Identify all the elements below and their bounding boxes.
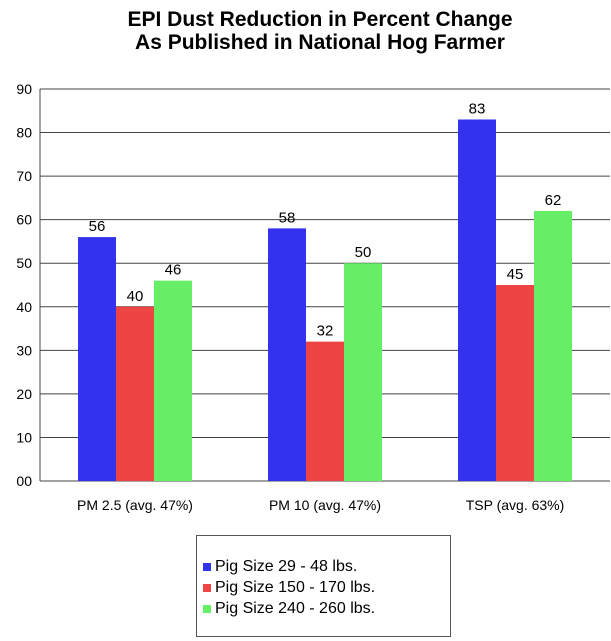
data-label: 56 (89, 218, 106, 235)
y-tick-label: 00 (16, 473, 32, 489)
y-tick-label: 10 (16, 429, 32, 445)
x-tick-label: PM 2.5 (avg. 47%) (77, 497, 193, 513)
data-label: 50 (355, 244, 372, 261)
y-tick-label: 90 (16, 81, 32, 97)
chart-title: EPI Dust Reduction in Percent Change As … (0, 8, 611, 54)
bar (534, 210, 572, 481)
title-line-1: EPI Dust Reduction in Percent Change (127, 8, 513, 31)
y-tick-label: 70 (16, 168, 32, 184)
legend: Pig Size 29 - 48 lbs. Pig Size 150 - 170… (196, 535, 451, 637)
data-label: 40 (127, 288, 144, 305)
data-label: 83 (469, 100, 486, 117)
bar-chart: 00 10 20 30 40 50 60 70 80 90 56 40 46 PM 2.5 (avg. 4… (16, 81, 610, 513)
bar (458, 119, 496, 481)
y-tick-label: 50 (16, 255, 32, 271)
bar (496, 285, 534, 481)
legend-item: Pig Size 150 - 170 lbs. (203, 577, 450, 598)
data-label: 32 (317, 323, 334, 340)
title-line-2: As Published in National Hog Farmer (135, 31, 505, 54)
x-tick-label: PM 10 (avg. 47%) (269, 497, 381, 513)
data-label: 62 (545, 192, 562, 209)
legend-swatch-series-2 (203, 583, 211, 592)
y-tick-label: 40 (16, 299, 32, 315)
legend-swatch-series-1 (203, 562, 211, 571)
bar (344, 263, 382, 481)
legend-label-series-2: Pig Size 150 - 170 lbs. (215, 578, 376, 596)
bar (154, 280, 192, 481)
y-tick-label: 30 (16, 342, 32, 358)
bar (78, 237, 116, 481)
data-label: 45 (507, 266, 524, 283)
y-tick-label: 80 (16, 125, 32, 141)
data-label: 46 (165, 262, 182, 279)
bar (306, 341, 344, 481)
data-label: 58 (279, 209, 296, 226)
y-tick-label: 20 (16, 386, 32, 402)
y-tick-label: 60 (16, 212, 32, 228)
legend-item: Pig Size 240 - 260 lbs. (203, 598, 450, 619)
legend-label-series-3: Pig Size 240 - 260 lbs. (215, 599, 376, 617)
legend-item: Pig Size 29 - 48 lbs. (203, 556, 450, 577)
legend-label-series-1: Pig Size 29 - 48 lbs. (215, 557, 358, 575)
x-tick-label: TSP (avg. 63%) (466, 497, 565, 513)
bar (268, 228, 306, 481)
legend-swatch-series-3 (203, 604, 211, 613)
bar (116, 306, 154, 481)
